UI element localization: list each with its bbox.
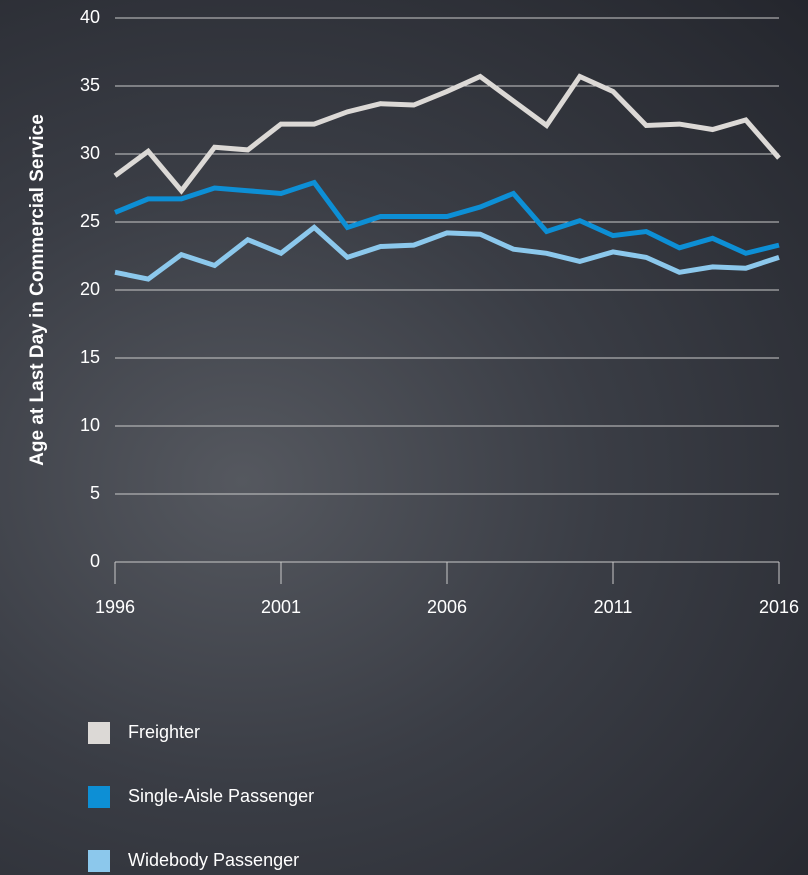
legend-label: Widebody Passenger	[128, 850, 299, 870]
x-tick-label: 2016	[759, 597, 799, 617]
y-tick-label: 10	[80, 415, 100, 435]
y-axis-title: Age at Last Day in Commercial Service	[27, 114, 48, 466]
legend-label: Freighter	[128, 722, 200, 742]
y-tick-label: 35	[80, 75, 100, 95]
x-tick-label: 2001	[261, 597, 301, 617]
x-tick-label: 2006	[427, 597, 467, 617]
y-tick-label: 20	[80, 279, 100, 299]
series-line	[114, 179, 780, 256]
y-tick-label: 40	[80, 7, 100, 27]
legend-swatch	[88, 722, 110, 744]
y-tick-label: 15	[80, 347, 100, 367]
y-tick-label: 5	[90, 483, 100, 503]
series-line	[113, 73, 781, 195]
legend-swatch	[88, 786, 110, 808]
x-tick-label: 1996	[95, 597, 135, 617]
legend-swatch	[88, 850, 110, 872]
x-tick-label: 2011	[594, 597, 633, 617]
y-tick-label: 30	[80, 143, 100, 163]
legend-label: Single-Aisle Passenger	[128, 786, 314, 806]
y-tick-label: 25	[80, 211, 100, 231]
y-tick-label: 0	[90, 551, 100, 571]
series-line	[114, 224, 780, 282]
